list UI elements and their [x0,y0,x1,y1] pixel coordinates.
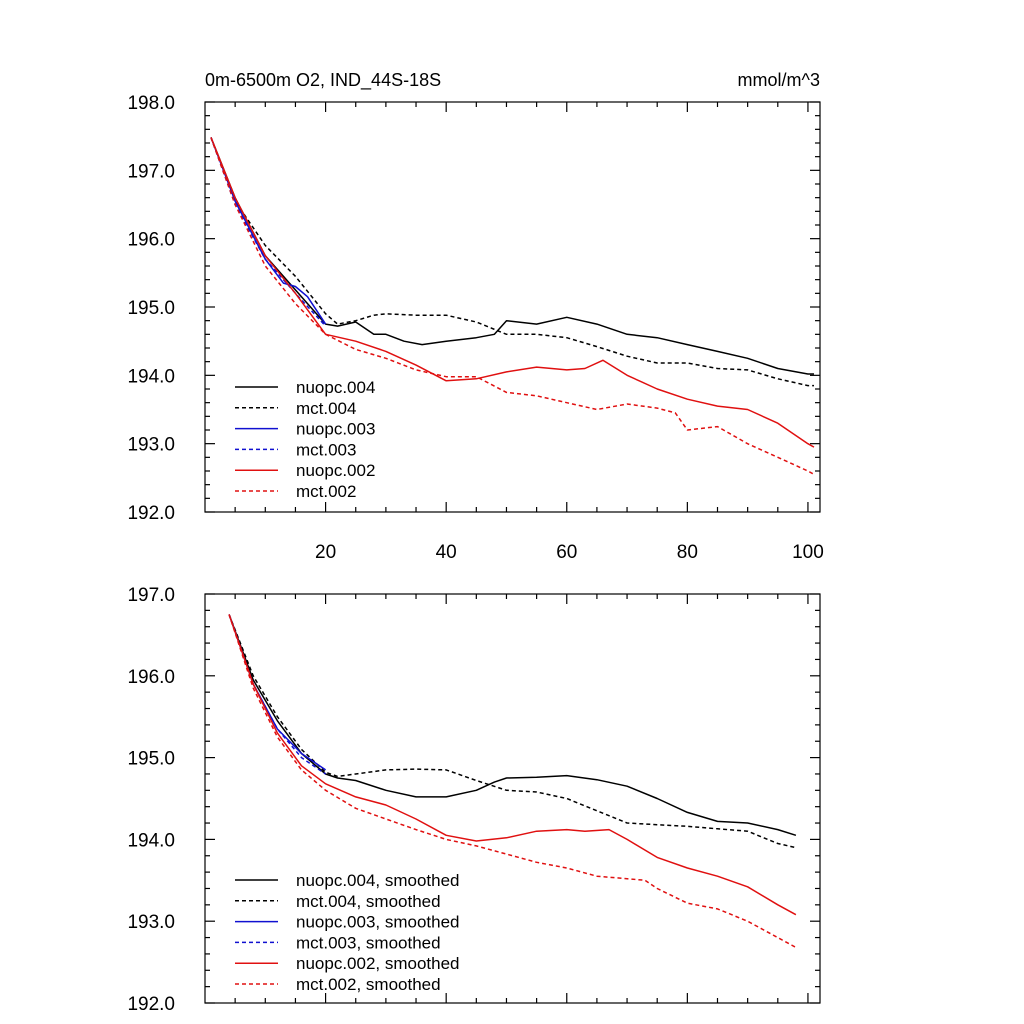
legend-label: nuopc.004, smoothed [296,871,460,890]
legend-label: nuopc.003, smoothed [296,913,460,932]
legend-label: mct.002 [296,482,356,501]
series-line [210,137,815,476]
series-line [228,614,327,775]
legend-label: nuopc.003 [296,420,375,439]
series-line [210,137,327,325]
y-tick-label: 192.0 [127,503,175,524]
legend-label: mct.003 [296,440,356,459]
chart-title: 0m-6500m O2, IND_44S-18S [205,70,441,91]
legend-label: nuopc.002 [296,461,375,480]
y-tick-label: 194.0 [127,366,175,387]
series-line [210,137,814,387]
series-line [228,614,327,771]
series-line [210,137,814,375]
x-tick-label: 60 [556,542,577,563]
legend-label: mct.002, smoothed [296,975,441,994]
series-line [228,614,797,837]
legend-label: mct.004 [296,399,356,418]
x-tick-label: 80 [677,542,698,563]
x-tick-label: 100 [792,542,824,563]
y-tick-label: 194.0 [127,830,175,851]
legend-label: mct.003, smoothed [296,933,441,952]
y-tick-label: 193.0 [127,435,175,456]
legend-label: mct.004, smoothed [296,892,441,911]
y-tick-label: 192.0 [127,994,175,1015]
x-tick-label: 20 [315,542,336,563]
y-tick-label: 196.0 [127,230,175,251]
series-line [228,614,797,949]
panel-raw: 0m-6500m O2, IND_44S-18S mmol/m^3 20 40 60… [127,70,823,563]
y-tick-label: 197.0 [127,585,175,606]
y-tick-label: 195.0 [127,298,175,319]
series-line [228,614,797,916]
legend-label: nuopc.002, smoothed [296,954,460,973]
series-line [210,137,815,448]
series-line [228,614,797,849]
y-tick-label: 198.0 [127,93,175,114]
y-tick-label: 196.0 [127,667,175,688]
plot-frame [204,593,821,1004]
y-tick-label: 195.0 [127,749,175,770]
series-line [210,137,327,327]
y-tick-label: 197.0 [127,161,175,182]
units-label: mmol/m^3 [738,70,820,90]
y-tick-label: 193.0 [127,912,175,933]
panel-smoothed: 192.0 193.0 194.0 195.0 196.0 197.0 nuopc.004,… [127,585,821,1015]
x-tick-label: 40 [436,542,457,563]
legend-label: nuopc.004 [296,378,375,397]
